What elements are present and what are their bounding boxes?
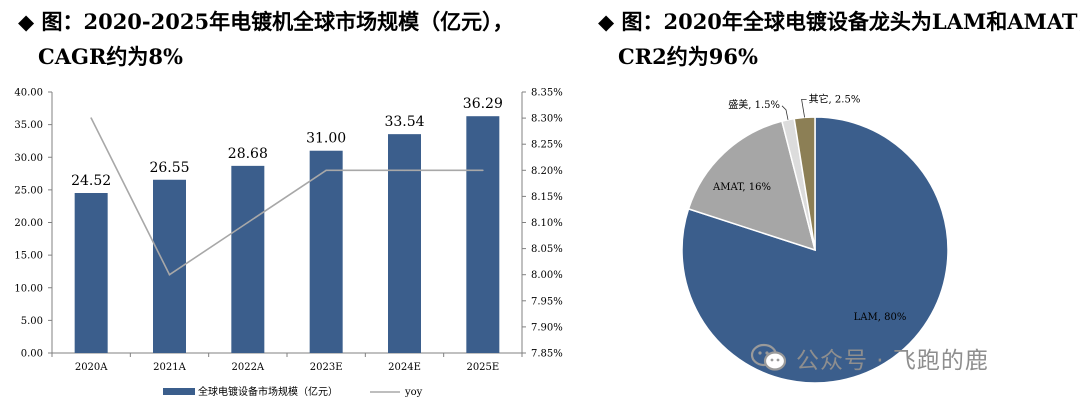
yoy-point: [247, 221, 249, 224]
yoy-point: [325, 169, 327, 172]
bar-value-label: 33.54: [384, 114, 424, 130]
pie-label-amat: AMAT, 16%: [712, 182, 771, 193]
legend-line-label: yoy: [404, 387, 423, 398]
bar: [309, 150, 343, 353]
yoy-line: [90, 117, 483, 276]
yoy-point: [482, 169, 484, 172]
bar-value-label: 24.52: [71, 173, 111, 189]
left-tick-label: 30.00: [14, 153, 43, 164]
right-tick-label: 8.15%: [531, 192, 563, 203]
left-tick-label: 0.00: [21, 349, 43, 360]
left-tick-label: 15.00: [14, 251, 43, 262]
right-tick-label: 7.85%: [531, 349, 563, 360]
left-tick-label: 35.00: [14, 120, 43, 131]
pie-leader-line: [781, 105, 789, 120]
pie-chart: LAM, 80% AMAT, 16% 盛美, 1.5% 其它, 2.5%: [681, 92, 949, 384]
left-tick-label: 20.00: [14, 218, 43, 229]
left-tick-label: 40.00: [14, 88, 43, 99]
x-tick-label: 2025E: [466, 362, 499, 373]
bar: [153, 179, 186, 353]
right-tick-label: 8.20%: [531, 166, 563, 177]
right-tick-label: 8.10%: [531, 218, 563, 229]
legend-bar-label: 全球电镀设备市场规模（亿元）: [198, 385, 338, 398]
bar-value-label: 36.29: [463, 96, 503, 112]
left-title-line1: 图：2020-2025年电镀机全球市场规模（亿元），: [41, 9, 514, 34]
x-tick-label: 2023E: [310, 362, 343, 373]
legend-bar-swatch: [163, 388, 195, 395]
right-chart-title: ◆ 图：2020年全球电镀设备龙头为LAM和AMAT， CR2约为96%: [598, 4, 1080, 74]
title-bullet: ◆: [18, 9, 35, 34]
left-tick-label: 10.00: [14, 283, 43, 294]
x-tick-label: 2024E: [388, 362, 421, 373]
yoy-point: [90, 117, 92, 119]
bar-value-label: 26.55: [149, 160, 189, 176]
right-tick-label: 8.05%: [531, 244, 563, 255]
pie-label-shengmei: 盛美, 1.5%: [728, 98, 780, 111]
watermark: 公众号 · 飞跑的鹿: [750, 338, 989, 378]
x-tick-label: 2022A: [231, 362, 264, 373]
left-title-line2: CAGR约为8%: [38, 44, 183, 69]
yoy-point: [168, 273, 171, 276]
pie-slice: [687, 120, 817, 252]
title-bullet: ◆: [598, 9, 615, 34]
yoy-point: [403, 169, 406, 172]
right-tick-label: 8.25%: [531, 140, 563, 151]
pie-slice: [793, 116, 816, 251]
bar-value-label: 28.68: [228, 146, 268, 162]
pie-label-other: 其它, 2.5%: [809, 92, 861, 105]
left-tick-label: 5.00: [21, 316, 43, 327]
left-chart-title: ◆ 图：2020-2025年电镀机全球市场规模（亿元）， CAGR约为8%: [18, 4, 514, 74]
bar-line-chart: 0.00 5.00 10.00 15.00 20.00 25.00 30.00 35.00 40…: [14, 88, 563, 399]
x-tick-label: 2020A: [75, 362, 108, 373]
right-tick-label: 8.35%: [531, 88, 563, 99]
bar: [231, 165, 265, 353]
x-tick-label: 2021A: [153, 362, 186, 373]
watermark-text: 公众号 · 飞跑的鹿: [796, 348, 989, 374]
pie-leader-line: [801, 99, 807, 118]
bar: [74, 193, 108, 353]
right-tick-label: 8.00%: [531, 270, 563, 281]
bar-value-label: 31.00: [306, 131, 346, 147]
right-title-line1: 图：2020年全球电镀设备龙头为LAM和AMAT，: [621, 9, 1080, 34]
wechat-icon: [750, 343, 787, 371]
bar: [466, 116, 500, 353]
right-tick-label: 8.30%: [531, 114, 563, 125]
right-tick-label: 7.95%: [531, 296, 563, 307]
right-title-line2: CR2约为96%: [618, 44, 758, 69]
pie-label-lam: LAM, 80%: [854, 312, 907, 323]
left-tick-label: 25.00: [14, 185, 43, 196]
right-tick-label: 7.90%: [531, 322, 563, 333]
bar: [388, 134, 421, 353]
